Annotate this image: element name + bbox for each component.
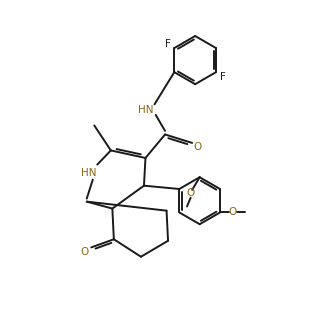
Text: F: F (165, 39, 171, 49)
Text: O: O (229, 207, 237, 217)
Text: O: O (193, 142, 202, 152)
Text: O: O (80, 247, 88, 257)
Text: F: F (220, 72, 226, 82)
Text: O: O (187, 188, 195, 198)
Text: HN: HN (81, 168, 96, 178)
Text: HN: HN (138, 106, 154, 115)
